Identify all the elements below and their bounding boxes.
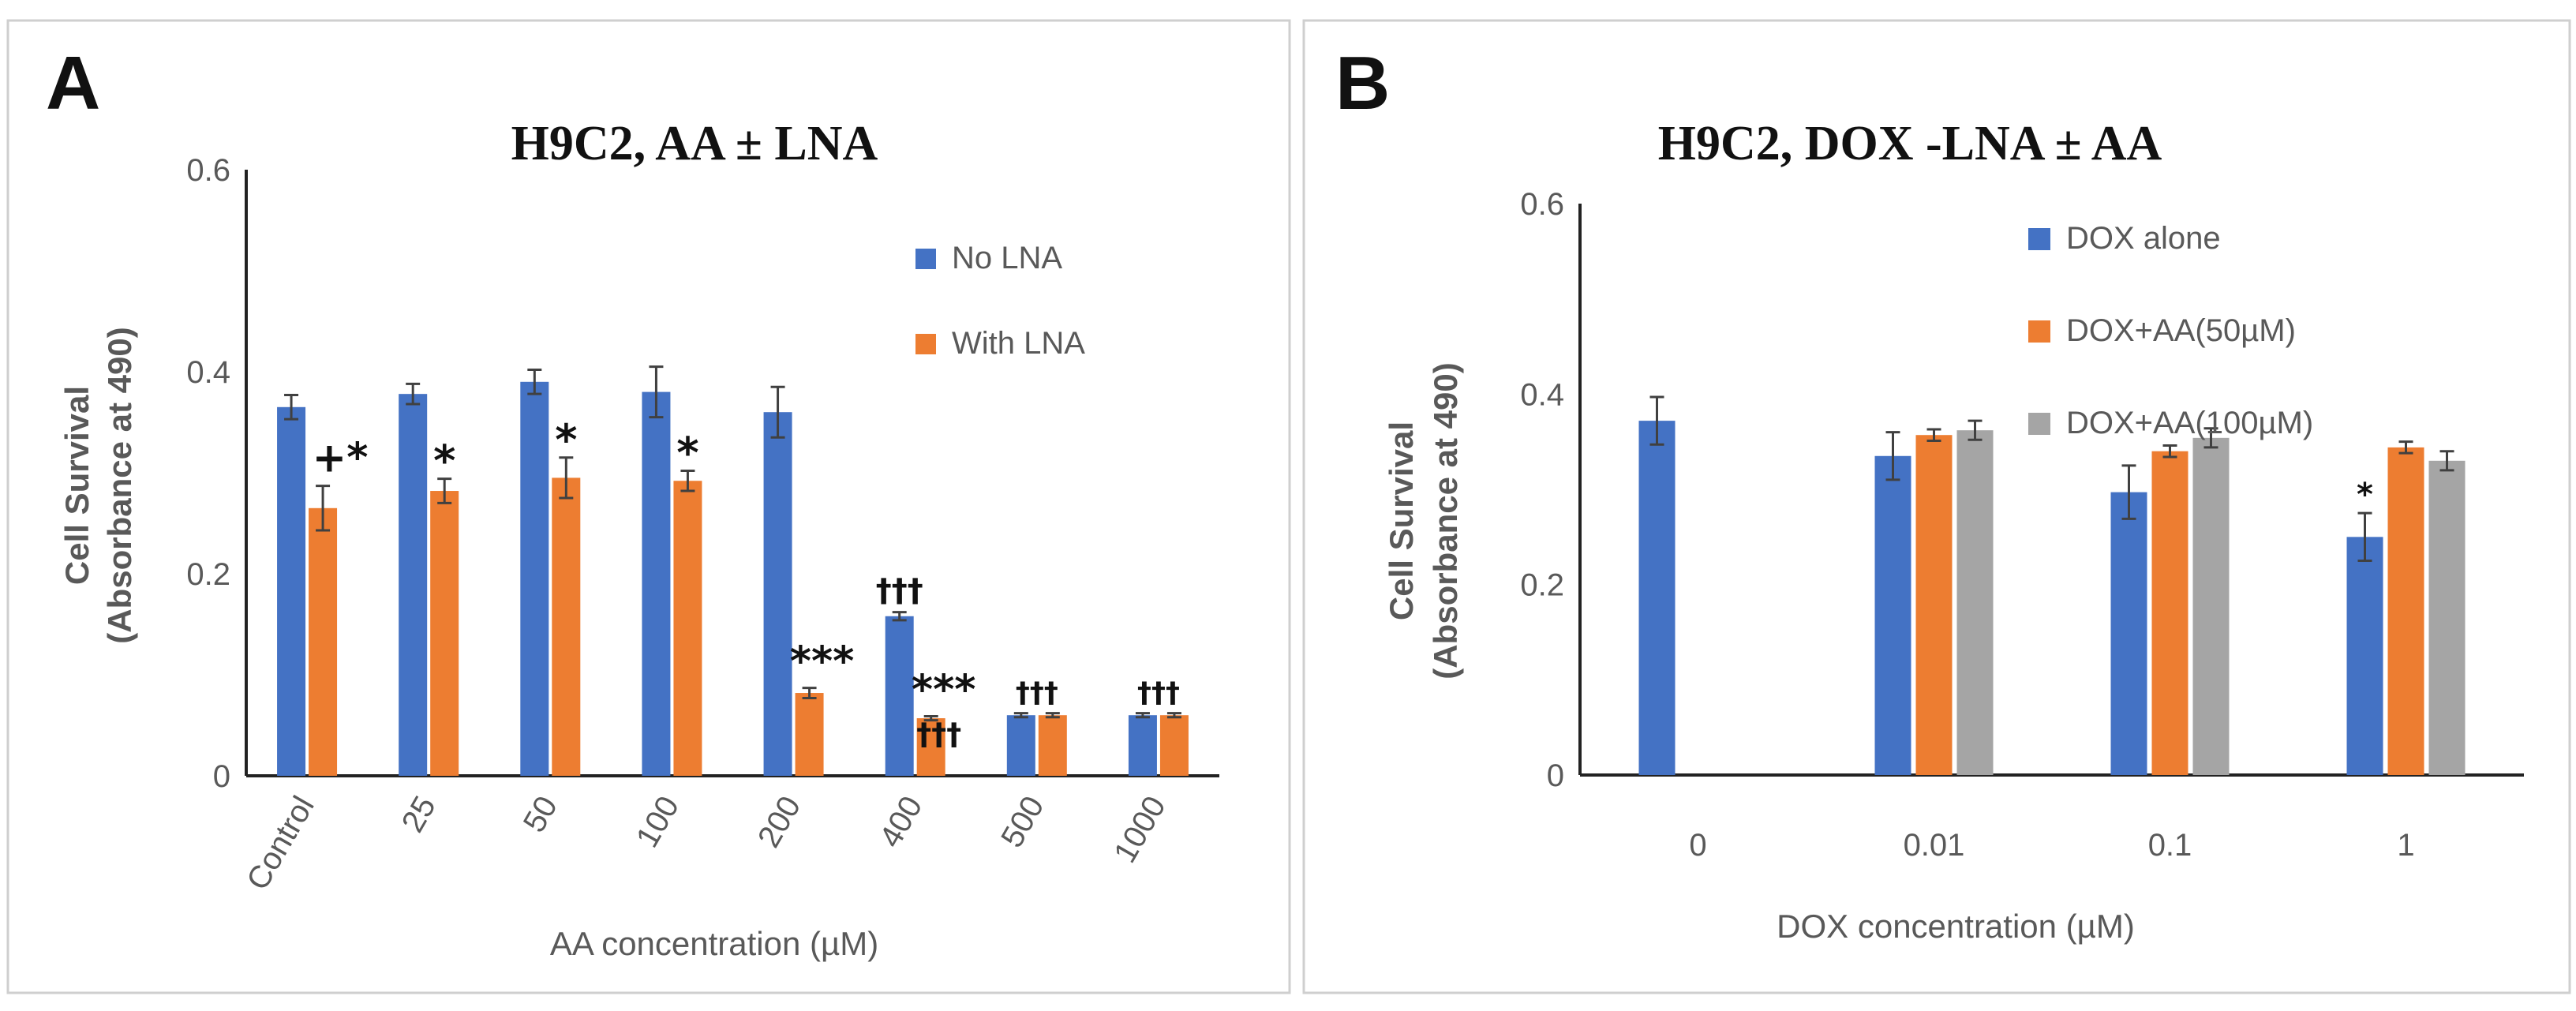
panel-b-xtick-label: 1 (2397, 828, 2414, 863)
panel-a-bar (885, 616, 914, 776)
panel-a-bar (642, 391, 671, 776)
panel-b-xtick-label: 0 (1689, 828, 1706, 863)
panel-a-ytick-label: 0.4 (186, 355, 230, 390)
panel-a-significance-marker: *** (912, 666, 976, 713)
panel-a-bar (673, 481, 702, 776)
panel-a-bar (309, 507, 338, 776)
panel-a-ylabel-line2: (Absorbance at 490) (101, 327, 138, 643)
panel-a-legend-label: No LNA (952, 241, 1062, 275)
panel-a-bar (1038, 715, 1067, 776)
panel-b-bar (1915, 435, 1953, 775)
panel-a-legend-label: With LNA (952, 326, 1085, 361)
panel-b-ytick-label: 0.4 (1520, 377, 1564, 412)
panel-b-legend-swatch (2028, 320, 2050, 343)
panel-a-significance-marker: ††† (876, 573, 923, 609)
panel-a-significance-marker: * (433, 436, 455, 486)
panel-b-legend-swatch (2028, 228, 2050, 250)
panel-a-bar (277, 406, 306, 776)
panel-a-bar (795, 693, 824, 776)
panel-a-ytick-label: 0.6 (186, 153, 230, 188)
panel-a-letter: A (46, 41, 100, 125)
panel-b-xlabel: DOX concentration (µM) (1777, 908, 2135, 945)
panel-b-bar (2428, 460, 2466, 775)
panel-a-bar (552, 477, 581, 776)
panel-a-bar (430, 491, 459, 776)
panel-a-significance-marker: ††† (916, 717, 961, 751)
panel-b-legend-label: DOX+AA(50µM) (2066, 313, 2296, 348)
panel-b-xtick-label: 0.1 (2148, 828, 2192, 863)
panel-b-bar (2346, 537, 2383, 775)
panel-b-bar (2151, 451, 2188, 775)
panel-a-bar (1128, 715, 1157, 776)
panel-b-ytick-label: 0.6 (1520, 187, 1564, 222)
panel-b-bar (2192, 437, 2230, 775)
panel-a-bar (399, 394, 428, 776)
panel-b-legend-label: DOX+AA(100µM) (2066, 406, 2313, 440)
panel-b-legend-swatch (2028, 413, 2050, 435)
panel-a-bar (763, 412, 792, 776)
panel-b-ylabel-line1: Cell Survival (1383, 421, 1420, 620)
panel-a-ylabel-line1: Cell Survival (58, 386, 95, 585)
panel-b-bar (1638, 421, 1676, 775)
panel-a-significance-marker: ††† (1016, 677, 1058, 710)
panel-a-bar (1006, 715, 1035, 776)
panel-b-legend-label: DOX alone (2066, 221, 2221, 256)
panel-b-plot: 0 0.2 0.4 0.6 0 0.01 0.1 1 DOX alone DOX+AA(50µM)… (1520, 187, 2524, 863)
panel-a-significance-marker: * (676, 428, 698, 477)
panel-a-ytick-label: 0 (213, 759, 230, 794)
panel-a-bar (1159, 715, 1189, 776)
panel-b-bar (2110, 492, 2147, 775)
panel-a-significance-marker: * (555, 415, 577, 465)
panel-a-significance-marker: +* (313, 435, 369, 482)
panel-b-letter: B (1335, 41, 1390, 125)
panel-a-bar (520, 381, 549, 776)
panel-a-legend-swatch (915, 249, 936, 269)
panel-b-xtick-label: 0.01 (1904, 828, 1965, 863)
panel-a-significance-marker: ††† (1137, 677, 1180, 710)
panel-b-ytick-label: 0 (1547, 758, 1564, 793)
panel-b-title: H9C2, DOX -LNA ± AA (1658, 117, 2162, 170)
panel-a-significance-marker: *** (790, 638, 855, 686)
panel-a-bar (916, 718, 945, 776)
panel-a-xlabel: AA concentration (µM) (550, 925, 878, 962)
panel-b-ytick-label: 0.2 (1520, 568, 1564, 603)
panel-a-legend-swatch (915, 334, 936, 354)
panel-b-bar (2387, 447, 2424, 775)
panel-a-ytick-label: 0.2 (186, 557, 230, 592)
panel-b-significance-marker: * (2357, 477, 2373, 513)
panel-b-ylabel-line2: (Absorbance at 490) (1427, 362, 1464, 679)
panel-b-bar (1874, 455, 1911, 775)
panel-a-title: H9C2, AA ± LNA (511, 117, 878, 170)
panel-b-bar (1956, 430, 1994, 775)
